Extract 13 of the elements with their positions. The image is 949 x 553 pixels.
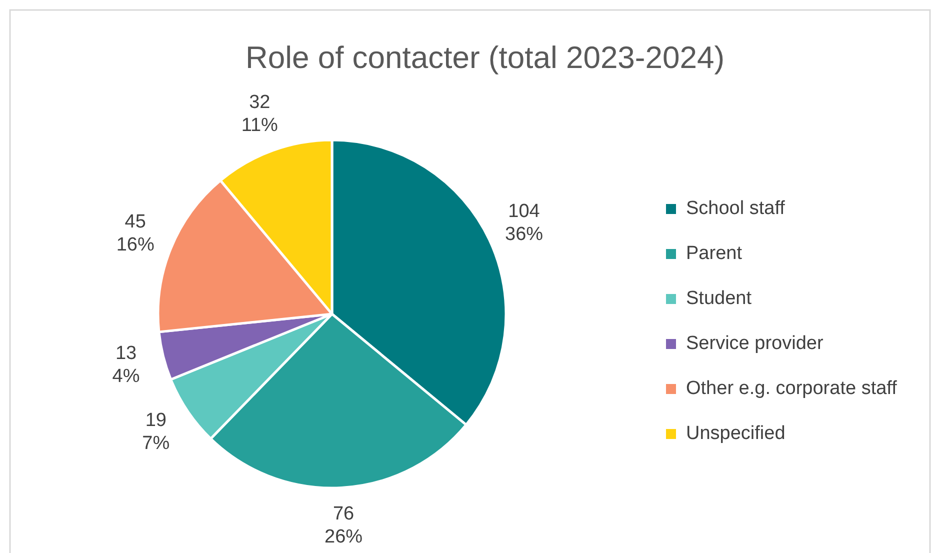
legend-label: Service provider — [686, 333, 824, 354]
legend-label: Other e.g. corporate staff — [686, 378, 898, 400]
legend-label: Unspecified — [686, 423, 786, 444]
data-label: 32 11% — [241, 92, 278, 136]
legend-label: Parent — [686, 243, 743, 264]
data-label: 13 4% — [112, 342, 140, 387]
data-label: 104 36% — [505, 201, 544, 246]
data-label: 19 7% — [142, 410, 170, 454]
data-label: 76 26% — [324, 503, 363, 548]
legend-label: School staff — [686, 198, 786, 220]
data-label: 45 16% — [116, 212, 154, 256]
legend-label: Student — [686, 288, 752, 310]
chart-title: Role of contacter (total 2023-2024) — [245, 40, 725, 75]
